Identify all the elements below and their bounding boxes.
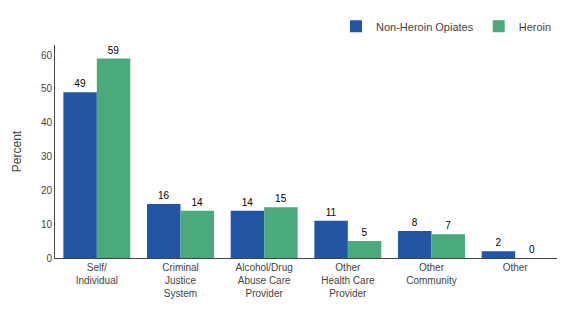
svg-text:10: 10 [41, 219, 53, 230]
svg-text:Heroin: Heroin [519, 21, 551, 33]
svg-text:OtherHealth CareProvider: OtherHealth CareProvider [321, 262, 375, 299]
svg-text:14: 14 [242, 197, 254, 208]
svg-text:OtherCommunity: OtherCommunity [406, 262, 457, 286]
svg-text:14: 14 [191, 197, 203, 208]
svg-text:60: 60 [41, 50, 53, 61]
svg-text:5: 5 [362, 227, 368, 238]
svg-text:20: 20 [41, 185, 53, 196]
svg-text:Self/Individual: Self/Individual [76, 262, 118, 286]
svg-text:Other: Other [503, 262, 529, 273]
svg-text:30: 30 [41, 151, 53, 162]
svg-text:Non-Heroin Opiates: Non-Heroin Opiates [376, 21, 474, 33]
svg-text:0: 0 [46, 253, 52, 264]
svg-text:11: 11 [326, 207, 337, 218]
svg-text:Alcohol/DrugAbuse CareProvider: Alcohol/DrugAbuse CareProvider [236, 262, 293, 299]
svg-text:8: 8 [412, 217, 418, 228]
svg-text:49: 49 [74, 78, 86, 89]
svg-text:7: 7 [445, 220, 451, 231]
svg-text:0: 0 [529, 244, 535, 255]
svg-text:CriminalJusticeSystem: CriminalJusticeSystem [162, 262, 199, 299]
svg-text:50: 50 [41, 83, 53, 94]
svg-text:16: 16 [158, 190, 170, 201]
svg-text:15: 15 [275, 193, 287, 204]
svg-text:2: 2 [495, 237, 501, 248]
svg-text:40: 40 [41, 117, 53, 128]
svg-text:Percent: Percent [10, 130, 24, 172]
svg-text:59: 59 [108, 45, 120, 56]
